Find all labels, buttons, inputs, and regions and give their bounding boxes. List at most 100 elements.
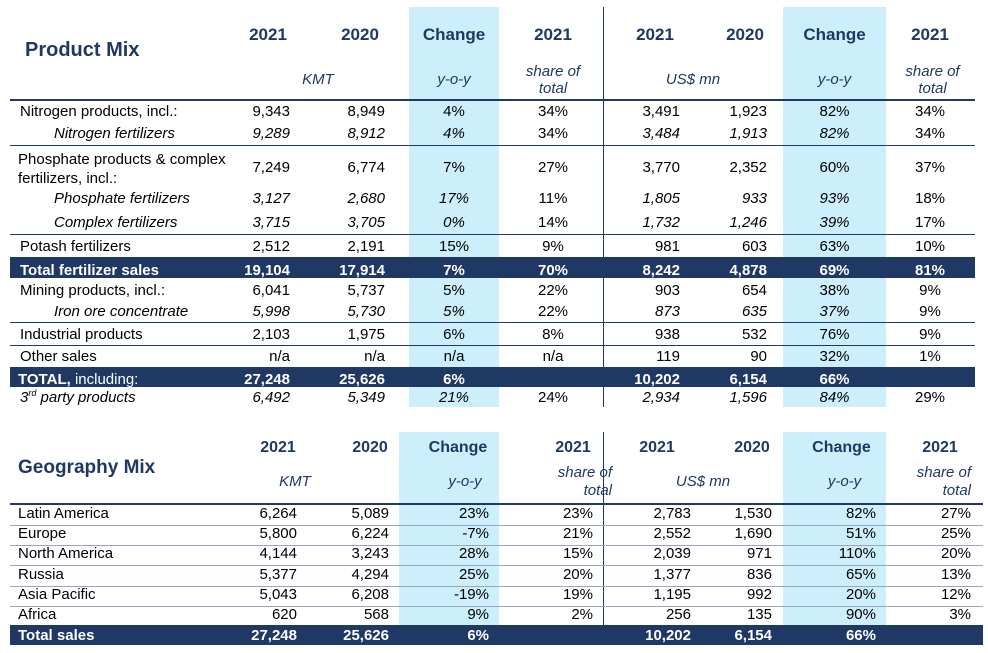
product-row-value: 34% <box>914 103 946 120</box>
product-row-value: 15% <box>438 238 470 255</box>
product-row-value: 3,491 <box>642 103 680 120</box>
product-row-value: 873 <box>654 303 680 320</box>
product-row-value: 84% <box>819 389 850 406</box>
product-row-label: Potash fertilizers <box>20 238 131 255</box>
geo-row-value: 2% <box>571 606 593 623</box>
product-row-value: 29% <box>914 389 946 406</box>
product-row-value: 654 <box>741 282 767 299</box>
product-total-bar <box>10 367 975 387</box>
geo-row-rule <box>10 525 983 526</box>
geo-row-value: 836 <box>746 566 772 583</box>
product-header-kmt-2020: 2020 <box>341 25 379 44</box>
geo-row-value: 6,224 <box>351 525 389 542</box>
product-rule-after-mining <box>10 322 975 323</box>
third-party-label-pre: 3 <box>20 389 29 406</box>
geo-row-value: 23% <box>562 505 593 522</box>
product-row-value: 70% <box>537 262 569 279</box>
product-row-value: 18% <box>914 190 946 207</box>
product-row-value: 19,104 <box>244 262 290 279</box>
geo-row-value: 15% <box>562 545 593 562</box>
product-header-rule <box>10 99 975 101</box>
product-row-value: 3,127 <box>252 190 290 207</box>
product-header-kmt-2021: 2021 <box>249 25 287 44</box>
product-sub-usd-share: share of total <box>905 63 960 97</box>
product-row-value: 2,512 <box>252 238 290 255</box>
geo-row-value: 256 <box>665 606 691 623</box>
product-sub-usd-yoy: y-o-y <box>817 71 852 88</box>
usd-change-column-highlight <box>783 7 886 407</box>
product-row-value: 66% <box>819 371 850 388</box>
geo-row-rule <box>10 606 983 607</box>
product-row-value: 6% <box>443 371 465 388</box>
product-row-value: 6,041 <box>252 282 290 299</box>
product-row-value: 0% <box>443 214 465 231</box>
product-row-value: 532 <box>741 326 767 343</box>
product-row-label: Mining products, incl.: <box>20 282 166 299</box>
product-row-value: 7% <box>443 159 465 176</box>
product-row-value: 10,202 <box>634 371 680 388</box>
product-row-value: 17% <box>438 190 470 207</box>
geo-sub-kmt-yoy: y-o-y <box>448 473 482 490</box>
product-row-value: 11% <box>538 190 568 207</box>
product-row-label: TOTAL, including: <box>18 372 138 387</box>
total-label-rest: including: <box>70 371 139 388</box>
geo-row-value: 27,248 <box>251 627 297 644</box>
geo-row-rule <box>10 565 983 566</box>
product-row-value: 14% <box>537 214 569 231</box>
product-row-label: 3rd party products <box>20 389 136 406</box>
product-row-value: 8,242 <box>642 262 680 279</box>
geo-row-value: 19% <box>562 586 593 603</box>
product-row-value: 3,484 <box>642 125 680 142</box>
product-row-value: 3,705 <box>347 214 385 231</box>
geo-row-value: 13% <box>940 566 971 583</box>
product-row-value: 63% <box>819 238 850 255</box>
product-row-value: 17% <box>914 214 946 231</box>
product-row-value: n/a <box>542 348 564 365</box>
geo-row-value: 971 <box>746 545 772 562</box>
geo-row-label: Total sales <box>18 627 95 644</box>
third-party-label-post: party products <box>36 389 136 406</box>
product-row-value: 22% <box>537 303 569 320</box>
geo-header-usd-share-year: 2021 <box>922 439 958 456</box>
geo-row-value: 5,089 <box>351 505 389 522</box>
geo-header-usd-2020: 2020 <box>734 439 770 456</box>
product-header-usd-2021: 2021 <box>636 25 674 44</box>
geo-row-value: 1,195 <box>653 586 691 603</box>
product-row-value: 4% <box>443 103 465 120</box>
geo-row-rule <box>10 586 983 587</box>
geo-total-bar <box>10 625 983 645</box>
geo-row-value: 1,377 <box>653 566 691 583</box>
product-row-value: 34% <box>537 103 569 120</box>
product-row-value: 4% <box>443 125 465 142</box>
product-row-value: 8,912 <box>347 125 385 142</box>
product-row-value: 93% <box>819 190 850 207</box>
geo-sub-usd: US$ mn <box>675 473 731 490</box>
product-row-value: 27% <box>537 159 569 176</box>
product-row-value: 903 <box>654 282 680 299</box>
product-row-value: 119 <box>656 348 680 365</box>
product-row-value: 1,913 <box>729 125 767 142</box>
product-row-value: 24% <box>537 389 569 406</box>
geo-row-value: 66% <box>845 627 876 644</box>
product-row-value: 8,949 <box>347 103 385 120</box>
product-row-value: 3,715 <box>252 214 290 231</box>
product-row-value: 39% <box>819 214 850 231</box>
product-sub-usd: US$ mn <box>665 71 721 88</box>
geo-row-value: 28% <box>458 545 489 562</box>
product-row-value: 8% <box>542 326 564 343</box>
product-row-label: Industrial products <box>20 326 143 343</box>
product-row-value: 2,191 <box>347 238 385 255</box>
product-row-label: Iron ore concentrate <box>54 303 189 320</box>
geo-row-label: Russia <box>18 566 64 583</box>
product-row-value: 5% <box>443 303 465 320</box>
geo-row-value: 620 <box>271 606 297 623</box>
geo-row-value: 12% <box>940 586 971 603</box>
product-row-value: 9% <box>919 326 941 343</box>
product-row-value: 6,154 <box>729 371 767 388</box>
geo-row-rule <box>10 545 983 546</box>
product-row-label: Total fertilizer sales <box>20 262 159 279</box>
product-mix-title: Product Mix <box>25 39 140 61</box>
geo-row-value: 90% <box>845 606 876 623</box>
product-row-value: 22% <box>537 282 569 299</box>
product-row-value: 9% <box>919 303 941 320</box>
